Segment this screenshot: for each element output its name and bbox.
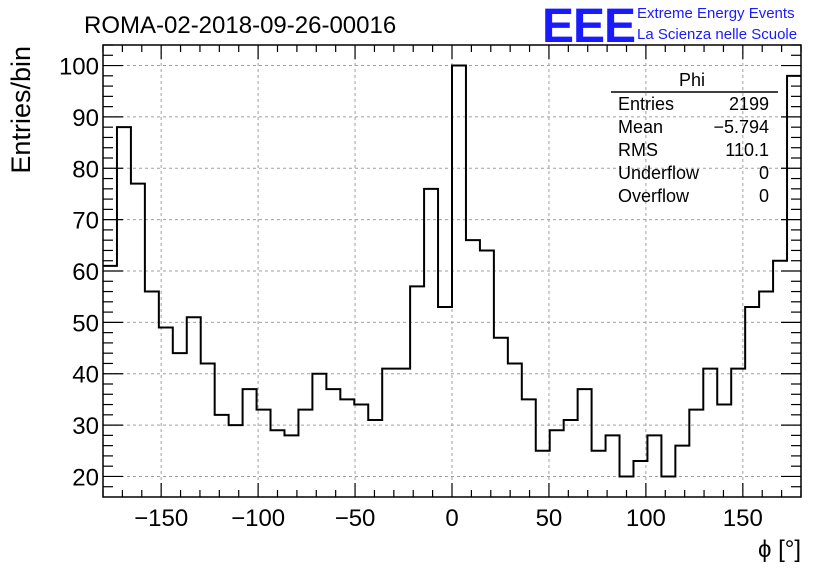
stats-box: Phi Entries 2199 Mean −5.794 RMS 110.1 U… [611,70,778,206]
histogram-bin [494,338,508,497]
y-axis-label: Entries/bin [6,46,36,174]
stats-label-mean: Mean [618,117,663,137]
x-tick-label: 0 [445,505,458,532]
histogram-bin [452,66,466,497]
x-tick-label: −100 [231,505,285,532]
y-tick-label: 40 [72,362,99,389]
x-tick-label: 50 [536,505,563,532]
eee-logo: EEE Extreme Energy Events La Scienza nel… [542,0,797,53]
histogram-bin [354,405,368,497]
histogram-bin [159,328,173,498]
stats-value-rms: 110.1 [725,140,769,160]
y-tick-label: 90 [72,105,99,132]
histogram-bin [298,410,312,497]
histogram-bin [284,435,298,497]
histogram-bin [759,292,773,497]
histogram-bin [703,369,717,497]
histogram-bin [592,451,606,497]
histogram-bin [326,389,340,497]
histogram-bin [522,399,536,497]
histogram-bin [396,369,410,497]
histogram-bin [340,399,354,497]
histogram-bin [731,369,745,497]
histogram-bin [550,430,564,497]
histogram-bin [424,189,438,497]
histogram-bin [787,76,801,497]
histogram-bin [271,430,285,497]
histogram-bin [215,415,229,497]
x-tick-label: 150 [723,505,763,532]
histogram-bars [103,64,801,498]
histogram-bin [312,374,326,497]
axis-ticks [102,44,802,497]
y-tick-labels: 20 30 40 50 60 70 80 90 100 [59,54,99,492]
histogram-bin [131,184,145,497]
logo-mark: EEE [542,0,635,53]
y-tick-label: 100 [59,54,99,81]
y-tick-label: 80 [72,156,99,183]
histogram-bin [606,435,620,497]
x-tick-label: −150 [134,505,188,532]
histogram-bin [675,446,689,497]
logo-line-2: La Scienza nelle Scuole [637,26,797,43]
histogram-bin [117,127,131,497]
histogram-bin [187,317,201,497]
histogram-bin [243,389,257,497]
y-tick-label: 70 [72,208,99,235]
histogram-bin [480,250,494,497]
histogram-bin [382,369,396,497]
stats-value-mean: −5.794 [713,117,769,137]
histogram-bin [508,363,522,497]
stats-value-overflow: 0 [759,186,769,206]
x-axis-label: ϕ [°] [758,536,801,563]
histogram-bin [368,420,382,497]
y-tick-label: 60 [72,259,99,286]
histogram-bin [745,307,759,497]
histogram-bin [689,410,703,497]
stats-value-underflow: 0 [759,163,769,183]
x-tick-labels: −150 −100 −50 0 50 100 150 [134,505,763,532]
stats-label-overflow: Overflow [618,186,690,206]
stats-label-underflow: Underflow [618,163,700,183]
y-tick-label: 50 [72,310,99,337]
histogram-step-line [103,64,801,478]
stats-value-entries: 2199 [729,94,769,114]
histogram-bin [773,261,787,497]
histogram-bin [466,240,480,497]
logo-line-1: Extreme Energy Events [637,5,795,22]
histogram-bin [145,292,159,497]
histogram-bin [717,405,731,497]
histogram-bin [103,266,117,497]
histogram-bin [201,363,215,497]
histogram-bin [578,389,592,497]
y-tick-label: 30 [72,413,99,440]
histogram-bin [410,286,424,497]
stats-label-rms: RMS [618,140,658,160]
histogram-bin [229,425,243,497]
histogram-bin [438,307,452,497]
y-tick-label: 20 [72,464,99,491]
chart-title: ROMA-02-2018-09-26-00016 [84,12,396,39]
histogram-bin [173,353,187,497]
x-tick-label: −50 [335,505,376,532]
histogram-bin [564,420,578,497]
histogram-bin [647,435,661,497]
stats-label-entries: Entries [618,94,674,114]
x-tick-label: 100 [626,505,666,532]
histogram-bin [536,451,550,497]
histogram-bin [661,476,675,497]
stats-title: Phi [679,70,705,90]
